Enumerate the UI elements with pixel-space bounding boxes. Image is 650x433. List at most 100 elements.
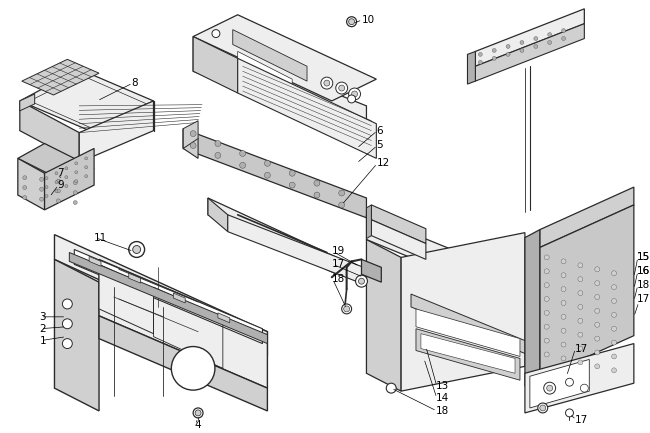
- Circle shape: [506, 45, 510, 48]
- Polygon shape: [55, 235, 267, 356]
- Circle shape: [561, 342, 566, 347]
- Circle shape: [23, 196, 27, 200]
- Circle shape: [40, 187, 44, 191]
- Circle shape: [348, 95, 356, 103]
- Circle shape: [578, 318, 583, 323]
- Circle shape: [544, 255, 549, 260]
- Circle shape: [562, 29, 566, 32]
- Circle shape: [73, 191, 77, 194]
- Circle shape: [314, 192, 320, 198]
- Circle shape: [595, 364, 600, 369]
- Polygon shape: [208, 198, 227, 232]
- Polygon shape: [193, 36, 367, 141]
- Circle shape: [45, 177, 48, 180]
- Polygon shape: [99, 264, 153, 334]
- Circle shape: [215, 152, 221, 158]
- Polygon shape: [22, 59, 99, 95]
- Circle shape: [55, 181, 58, 184]
- Polygon shape: [174, 293, 185, 303]
- Circle shape: [595, 350, 600, 355]
- Text: 18: 18: [637, 280, 650, 290]
- Circle shape: [45, 194, 48, 197]
- Circle shape: [193, 408, 203, 418]
- Circle shape: [73, 200, 77, 204]
- Circle shape: [540, 405, 546, 411]
- Polygon shape: [20, 69, 153, 132]
- Circle shape: [578, 304, 583, 310]
- Polygon shape: [371, 220, 426, 259]
- Circle shape: [75, 171, 78, 174]
- Circle shape: [55, 172, 58, 174]
- Circle shape: [265, 172, 270, 178]
- Circle shape: [40, 178, 44, 181]
- Circle shape: [62, 339, 72, 349]
- Circle shape: [55, 190, 58, 193]
- Circle shape: [578, 291, 583, 296]
- Circle shape: [544, 297, 549, 301]
- Circle shape: [57, 189, 60, 193]
- Text: 9: 9: [57, 180, 64, 190]
- Polygon shape: [193, 15, 376, 101]
- Circle shape: [62, 319, 72, 329]
- Circle shape: [352, 91, 358, 97]
- Circle shape: [578, 263, 583, 268]
- Circle shape: [344, 306, 350, 312]
- Circle shape: [346, 17, 357, 27]
- Text: 15: 15: [637, 252, 650, 262]
- Circle shape: [547, 385, 552, 391]
- Circle shape: [595, 294, 600, 300]
- Polygon shape: [99, 316, 267, 411]
- Text: 3: 3: [40, 312, 46, 322]
- Circle shape: [561, 273, 566, 278]
- Polygon shape: [74, 249, 263, 343]
- Circle shape: [23, 176, 27, 180]
- Polygon shape: [361, 259, 382, 282]
- Circle shape: [578, 346, 583, 351]
- Circle shape: [492, 56, 496, 60]
- Circle shape: [534, 45, 538, 48]
- Polygon shape: [525, 343, 634, 413]
- Polygon shape: [20, 94, 34, 111]
- Circle shape: [578, 277, 583, 282]
- Text: 17: 17: [332, 259, 345, 269]
- Circle shape: [75, 162, 78, 165]
- Polygon shape: [367, 239, 401, 391]
- Text: 12: 12: [376, 158, 389, 168]
- Polygon shape: [183, 129, 198, 158]
- Circle shape: [580, 384, 588, 392]
- Circle shape: [612, 298, 617, 304]
- Circle shape: [321, 77, 333, 89]
- Circle shape: [562, 36, 566, 41]
- Circle shape: [84, 166, 88, 169]
- Polygon shape: [371, 205, 426, 243]
- Circle shape: [73, 181, 77, 185]
- Circle shape: [478, 52, 482, 56]
- Circle shape: [548, 41, 552, 45]
- Circle shape: [612, 312, 617, 317]
- Circle shape: [612, 354, 617, 359]
- Circle shape: [492, 48, 496, 52]
- Circle shape: [544, 283, 549, 288]
- Circle shape: [544, 324, 549, 329]
- Circle shape: [506, 52, 510, 56]
- Circle shape: [45, 186, 48, 189]
- Circle shape: [478, 60, 482, 64]
- Circle shape: [595, 322, 600, 327]
- Circle shape: [612, 284, 617, 290]
- Circle shape: [240, 162, 246, 168]
- Text: 16: 16: [637, 266, 650, 276]
- Circle shape: [595, 267, 600, 272]
- Circle shape: [612, 271, 617, 276]
- Circle shape: [544, 310, 549, 315]
- Polygon shape: [99, 259, 267, 388]
- Text: 5: 5: [376, 140, 383, 151]
- Polygon shape: [208, 198, 337, 274]
- Polygon shape: [18, 143, 94, 183]
- Circle shape: [544, 382, 556, 394]
- Circle shape: [612, 326, 617, 331]
- Polygon shape: [45, 149, 94, 210]
- Text: 17: 17: [575, 343, 588, 353]
- Circle shape: [336, 82, 348, 94]
- Circle shape: [544, 338, 549, 343]
- Circle shape: [561, 314, 566, 319]
